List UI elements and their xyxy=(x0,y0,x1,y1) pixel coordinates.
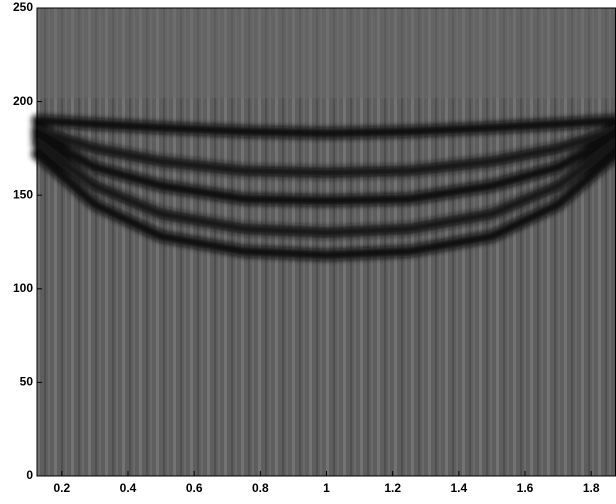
y-tick-label: 150 xyxy=(13,187,33,201)
x-tick-label: 1.4 xyxy=(450,481,467,495)
x-tick-label: 1 xyxy=(323,481,330,495)
y-tick-label: 0 xyxy=(26,468,33,482)
y-tick-label: 200 xyxy=(13,94,33,108)
dark-band xyxy=(31,124,616,179)
dark-band xyxy=(31,148,616,261)
y-tick-label: 100 xyxy=(13,281,33,295)
y-tick-label: 50 xyxy=(20,375,34,389)
x-tick-label: 0.6 xyxy=(186,481,203,495)
x-tick-label: 0.4 xyxy=(120,481,137,495)
dark-band xyxy=(31,114,616,139)
x-tick-label: 1.8 xyxy=(583,481,600,495)
x-tick-label: 0.2 xyxy=(53,481,70,495)
x-tick-label: 0.8 xyxy=(252,481,269,495)
dark-band xyxy=(31,137,616,239)
image-top xyxy=(37,8,616,98)
y-tick-label: 250 xyxy=(13,0,33,14)
x-tick-label: 1.6 xyxy=(517,481,534,495)
x-tick-label: 1.2 xyxy=(384,481,401,495)
dark-band xyxy=(31,129,616,207)
